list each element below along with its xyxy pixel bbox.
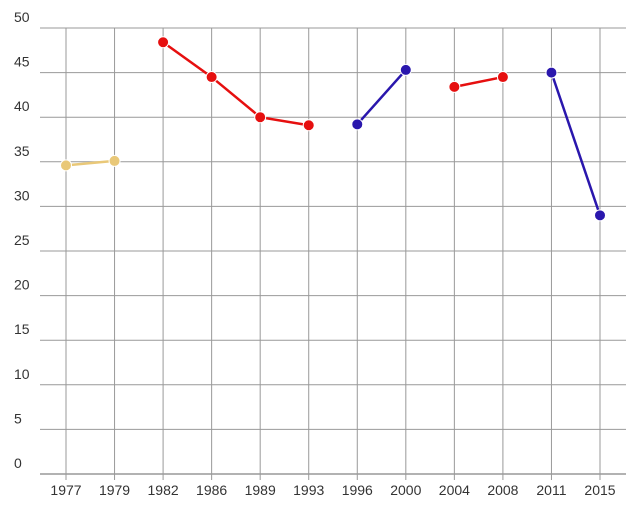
x-tick-label: 1986 <box>196 482 227 498</box>
point <box>254 111 267 124</box>
point <box>205 71 218 84</box>
y-tick-label: 20 <box>14 277 30 293</box>
x-tick-label: 2000 <box>390 482 421 498</box>
y-tick-label: 25 <box>14 232 30 248</box>
x-tick-label: 2008 <box>487 482 518 498</box>
x-tick-label: 1982 <box>148 482 179 498</box>
point <box>496 71 509 84</box>
y-tick-label: 10 <box>14 366 30 382</box>
point <box>351 118 364 131</box>
point <box>60 159 72 172</box>
x-tick-label: 2004 <box>439 482 470 498</box>
x-tick-label: 1979 <box>99 482 130 498</box>
y-tick-label: 0 <box>14 455 22 471</box>
y-tick-label: 40 <box>14 98 30 114</box>
x-tick-label: 1996 <box>342 482 373 498</box>
point <box>448 80 461 93</box>
point <box>302 119 315 132</box>
y-tick-label: 35 <box>14 143 30 159</box>
y-tick-label: 45 <box>14 54 30 70</box>
point <box>157 36 170 49</box>
x-tick-label: 2015 <box>584 482 615 498</box>
y-tick-label: 15 <box>14 321 30 337</box>
y-tick-label: 50 <box>14 9 30 25</box>
point <box>399 63 412 76</box>
x-tick-label: 1993 <box>293 482 324 498</box>
y-tick-label: 30 <box>14 187 30 203</box>
series-line <box>356 69 602 216</box>
x-tick-label: 2011 <box>536 482 566 498</box>
y-tick-label: 5 <box>14 410 22 426</box>
point <box>108 154 121 167</box>
point <box>545 66 558 79</box>
x-tick-label: 1977 <box>50 482 81 498</box>
series-line <box>162 41 504 127</box>
series-line <box>65 159 115 167</box>
point <box>594 209 606 222</box>
x-tick-label: 1989 <box>245 482 276 498</box>
